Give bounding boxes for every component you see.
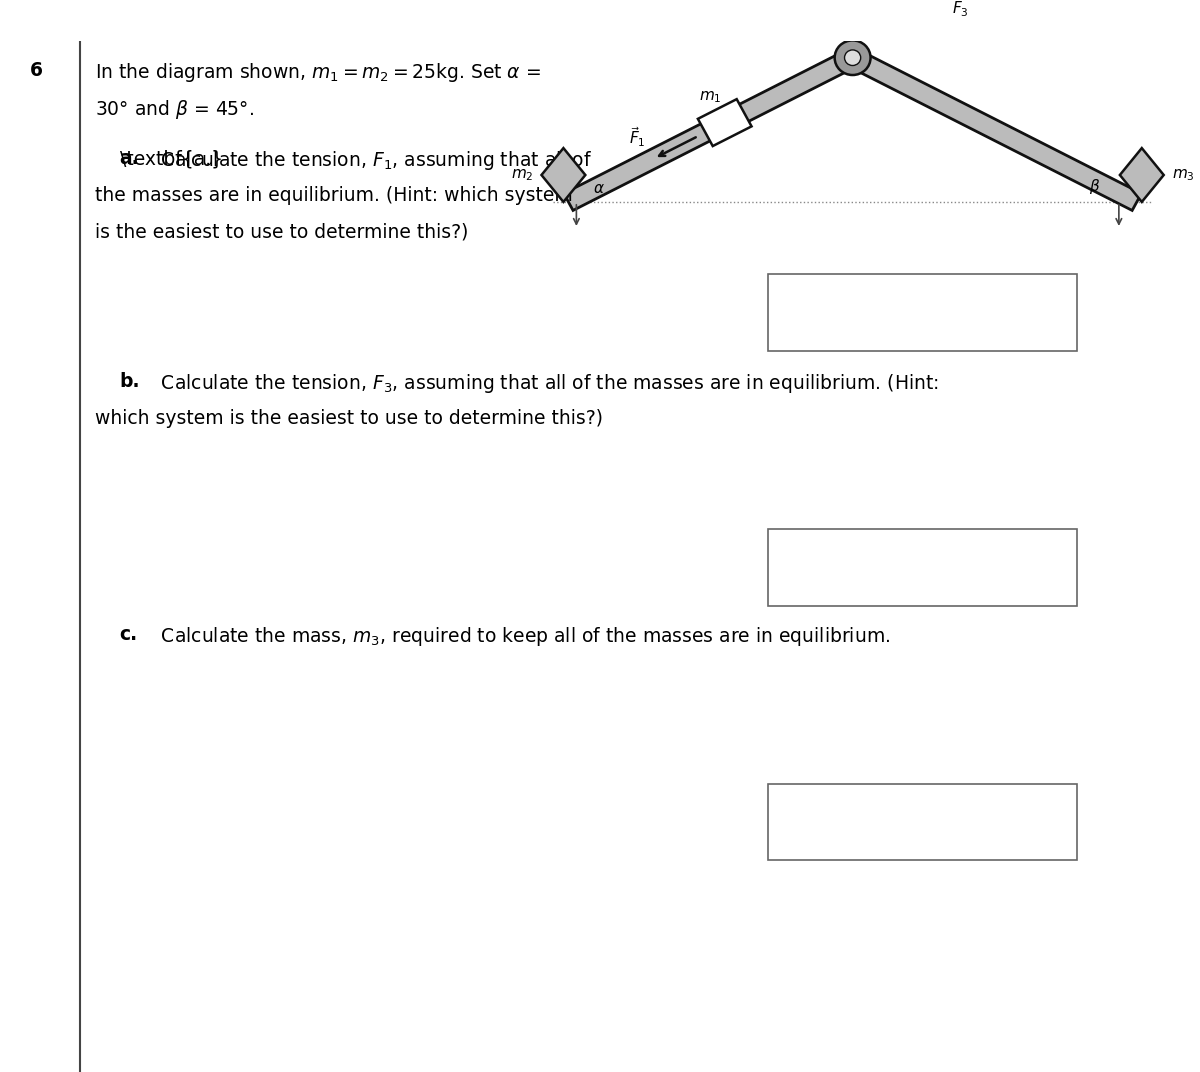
Text: $m_3$: $m_3$ <box>1171 167 1194 183</box>
Text: $m_1$: $m_1$ <box>700 89 722 105</box>
Bar <box>768 274 1076 351</box>
Text: which system is the easiest to use to determine this?): which system is the easiest to use to de… <box>95 408 602 428</box>
Polygon shape <box>541 148 586 202</box>
Polygon shape <box>848 49 1141 210</box>
Text: 30° and $\beta$ = 45°.: 30° and $\beta$ = 45°. <box>95 99 254 121</box>
Text: is the easiest to use to determine this?): is the easiest to use to determine this?… <box>95 222 468 241</box>
Bar <box>768 784 1076 861</box>
Text: a.: a. <box>120 149 139 168</box>
Text: \textbf{a.}: \textbf{a.} <box>120 149 223 168</box>
Text: 6: 6 <box>30 61 43 79</box>
Circle shape <box>835 41 870 75</box>
Text: $m_2$: $m_2$ <box>511 167 534 183</box>
Text: $\alpha$: $\alpha$ <box>593 181 605 196</box>
Text: In the diagram shown, $m_1 = m_2 = 25$kg. Set $\alpha$ =: In the diagram shown, $m_1 = m_2 = 25$kg… <box>95 61 541 84</box>
Text: b.: b. <box>120 372 140 391</box>
Text: $\vec{F}_3$: $\vec{F}_3$ <box>953 0 970 19</box>
Circle shape <box>845 50 860 65</box>
Polygon shape <box>1120 148 1164 202</box>
Bar <box>768 528 1076 606</box>
Polygon shape <box>698 99 751 146</box>
Text: Calculate the tension, $F_1$, assuming that all of: Calculate the tension, $F_1$, assuming t… <box>155 149 592 172</box>
Polygon shape <box>564 49 857 210</box>
Text: c.: c. <box>120 625 138 644</box>
Text: $\beta$: $\beta$ <box>1088 177 1100 196</box>
Text: the masses are in equilibrium. (Hint: which system: the masses are in equilibrium. (Hint: wh… <box>95 185 572 205</box>
Text: Calculate the mass, $m_3$, required to keep all of the masses are in equilibrium: Calculate the mass, $m_3$, required to k… <box>155 625 889 647</box>
Text: Calculate the tension, $F_3$, assuming that all of the masses are in equilibrium: Calculate the tension, $F_3$, assuming t… <box>155 372 938 396</box>
Text: $\vec{F}_1$: $\vec{F}_1$ <box>630 125 646 149</box>
